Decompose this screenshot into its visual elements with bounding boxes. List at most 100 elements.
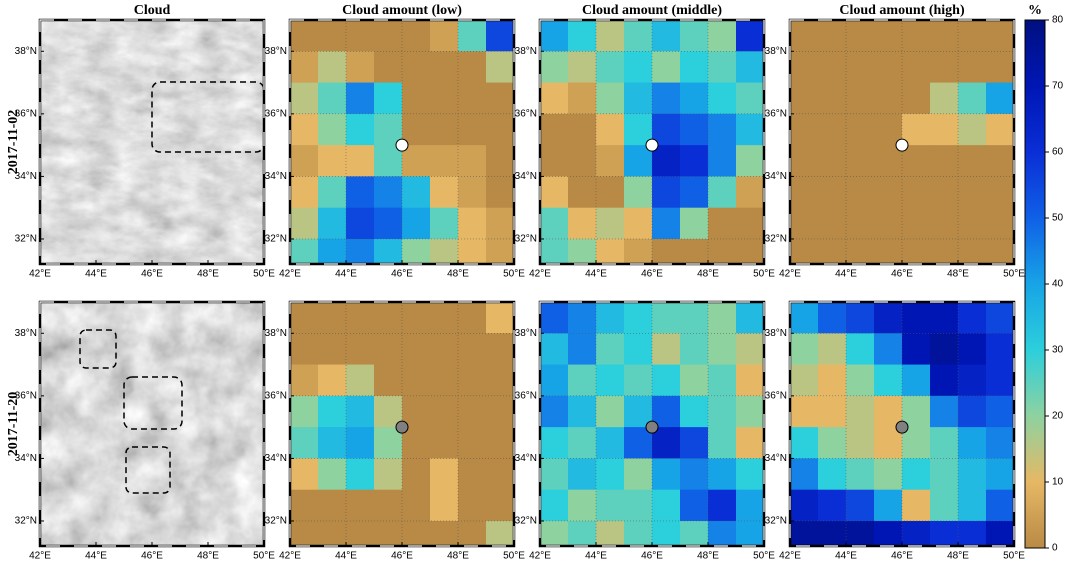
heatmap-cell bbox=[374, 207, 403, 240]
panel-frame-inner bbox=[289, 19, 515, 265]
heatmap-cell bbox=[708, 427, 737, 459]
heatmap-cell bbox=[986, 333, 1014, 366]
heatmap-cell bbox=[624, 176, 653, 209]
heatmap-cell bbox=[818, 145, 847, 177]
heatmap-cell bbox=[540, 489, 569, 522]
heatmap-cell bbox=[902, 458, 931, 491]
heatmap-cell bbox=[568, 20, 597, 52]
y-tick-label: 36°N bbox=[265, 108, 287, 119]
heatmap-cell bbox=[874, 333, 903, 366]
heatmap-cell bbox=[874, 145, 903, 177]
satellite-image bbox=[40, 302, 264, 546]
heatmap-cell bbox=[374, 427, 403, 459]
heatmap-cell bbox=[708, 176, 737, 209]
y-tick-label: 32°N bbox=[765, 516, 787, 527]
heatmap-cell bbox=[958, 82, 987, 115]
heatmap-cell bbox=[708, 20, 737, 52]
heatmap-cell bbox=[568, 207, 597, 240]
heatmap-cell bbox=[680, 395, 709, 428]
heatmap-cell bbox=[736, 238, 764, 264]
heatmap-cell bbox=[374, 364, 403, 397]
heatmap-cell bbox=[902, 395, 931, 428]
heatmap-cell bbox=[736, 113, 764, 146]
heatmap-cell bbox=[930, 458, 959, 491]
y-tick-label: 34°N bbox=[515, 453, 537, 464]
heatmap-cell bbox=[346, 207, 375, 240]
y-tick-label: 34°N bbox=[15, 171, 37, 182]
x-tick-label: 42°E bbox=[529, 269, 551, 280]
heatmap-cell bbox=[430, 302, 459, 334]
heatmap-cell bbox=[790, 176, 819, 209]
heatmap-cell bbox=[596, 113, 625, 146]
heatmap-cell bbox=[818, 427, 847, 459]
heatmap-cell bbox=[346, 113, 375, 146]
heatmap-cell bbox=[430, 238, 459, 264]
heatmap bbox=[790, 20, 1014, 264]
heatmap-cell bbox=[624, 302, 653, 334]
heatmap-cell bbox=[430, 395, 459, 428]
y-tick-label: 36°N bbox=[15, 108, 37, 119]
heatmap-cell bbox=[680, 207, 709, 240]
heatmap-cell bbox=[402, 113, 431, 146]
heatmap-cell bbox=[708, 51, 737, 84]
heatmap-cell bbox=[930, 395, 959, 428]
heatmap-cell bbox=[846, 51, 875, 84]
heatmap-cell bbox=[346, 302, 375, 334]
heatmap-cell bbox=[680, 82, 709, 115]
heatmap-cell bbox=[458, 427, 487, 459]
heatmap bbox=[290, 20, 514, 264]
heatmap-cell bbox=[708, 458, 737, 491]
heatmap-cell bbox=[568, 520, 597, 546]
heatmap-cell bbox=[486, 20, 514, 52]
x-tick-label: 50°E bbox=[253, 269, 275, 280]
heatmap-cell bbox=[790, 395, 819, 428]
x-tick-label: 42°E bbox=[279, 269, 301, 280]
x-tick-label: 44°E bbox=[335, 269, 357, 280]
heatmap-cell bbox=[652, 458, 681, 491]
heatmap-cell bbox=[652, 113, 681, 146]
heatmap-cell bbox=[458, 20, 487, 52]
heatmap-cell bbox=[346, 333, 375, 366]
heatmap-cell bbox=[652, 176, 681, 209]
y-tick-label: 38°N bbox=[265, 46, 287, 57]
heatmap-cell bbox=[986, 364, 1014, 397]
heatmap-cell bbox=[986, 145, 1014, 177]
heatmap-cell bbox=[568, 176, 597, 209]
heatmap-cell bbox=[930, 113, 959, 146]
y-tick-label: 34°N bbox=[265, 453, 287, 464]
heatmap-cell bbox=[318, 427, 347, 459]
heatmap-cell bbox=[318, 145, 347, 177]
heatmap-cell bbox=[902, 302, 931, 334]
heatmap-cell bbox=[818, 333, 847, 366]
heatmap-cell bbox=[318, 520, 347, 546]
heatmap-cell bbox=[540, 427, 569, 459]
heatmap-cell bbox=[902, 520, 931, 546]
heatmap-cell bbox=[680, 176, 709, 209]
heatmap-cell bbox=[402, 176, 431, 209]
y-tick-label: 36°N bbox=[765, 390, 787, 401]
heatmap-cell bbox=[290, 82, 319, 115]
heatmap-cell bbox=[290, 20, 319, 52]
column-title: Cloud amount (high) bbox=[839, 3, 965, 18]
x-tick-label: 46°E bbox=[891, 269, 913, 280]
heatmap-cell bbox=[346, 82, 375, 115]
x-tick-label: 46°E bbox=[141, 551, 163, 562]
x-tick-label: 42°E bbox=[779, 269, 801, 280]
colorbar-tick-label: 60 bbox=[1052, 147, 1064, 158]
heatmap-cell bbox=[846, 113, 875, 146]
heatmap-cell bbox=[318, 333, 347, 366]
heatmap-cell bbox=[652, 302, 681, 334]
heatmap-cell bbox=[846, 176, 875, 209]
heatmap-cell bbox=[986, 20, 1014, 52]
heatmap-cell bbox=[986, 113, 1014, 146]
heatmap-cell bbox=[346, 520, 375, 546]
heatmap-cell bbox=[318, 364, 347, 397]
heatmap-cell bbox=[624, 82, 653, 115]
heatmap-cell bbox=[874, 51, 903, 84]
heatmap-cell bbox=[458, 176, 487, 209]
colorbar-tick-label: 10 bbox=[1052, 477, 1064, 488]
heatmap-cell bbox=[624, 458, 653, 491]
heatmap-cell bbox=[790, 364, 819, 397]
heatmap-cell bbox=[958, 20, 987, 52]
heatmap-cell bbox=[958, 207, 987, 240]
